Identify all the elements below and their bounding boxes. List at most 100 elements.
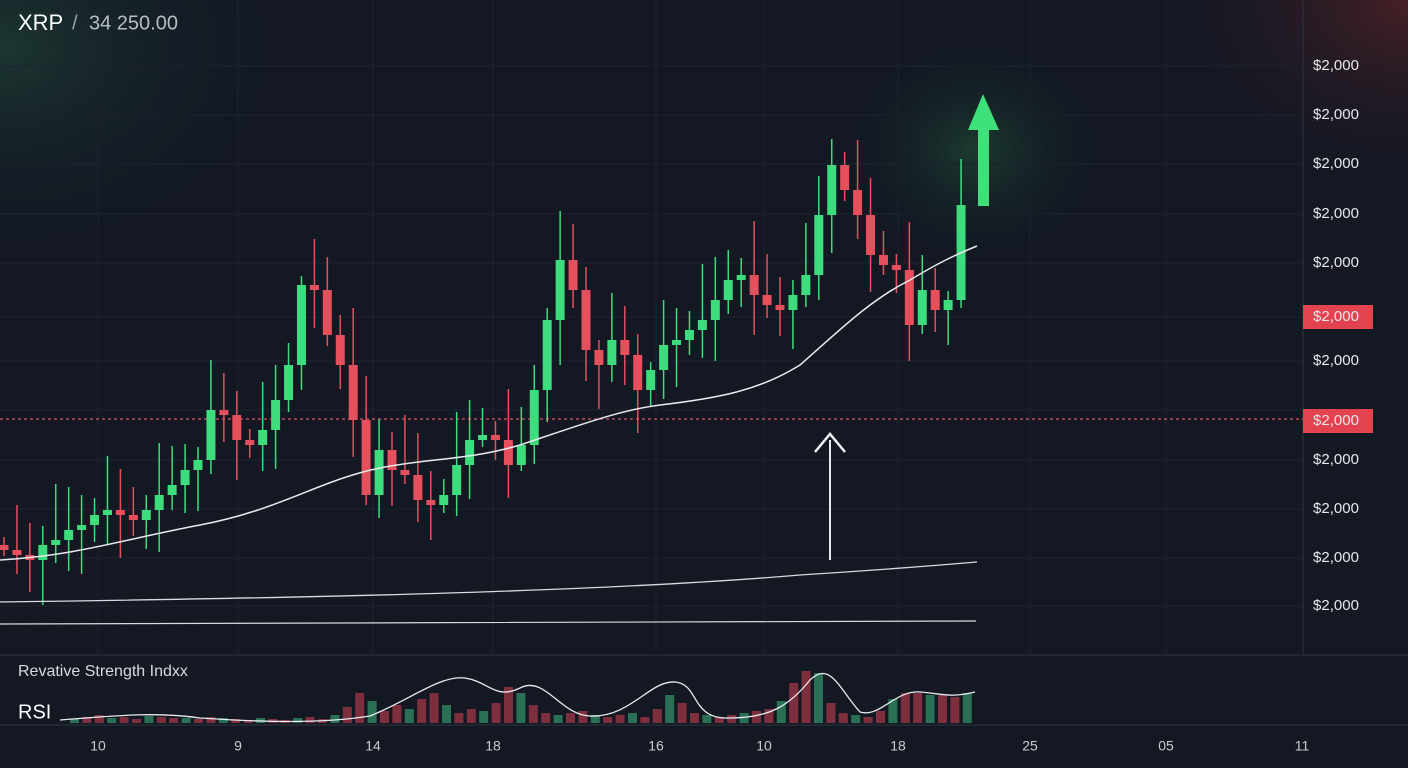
rsi-bar — [466, 709, 476, 723]
candle-body — [581, 290, 591, 350]
candle-body — [413, 475, 423, 500]
candle-body — [827, 165, 837, 215]
rsi-bar — [355, 693, 365, 723]
candle-body — [271, 400, 281, 430]
rsi-bar — [342, 707, 352, 723]
candle-body — [335, 335, 345, 365]
price: 34 250.00 — [89, 12, 178, 34]
rsi-bar — [132, 719, 141, 723]
time-label: 11 — [1295, 738, 1310, 754]
candle-body — [775, 305, 785, 310]
rsi-bar — [714, 717, 724, 723]
candle-body — [568, 260, 578, 290]
rsi-line — [59, 672, 976, 723]
moving-average — [0, 620, 977, 625]
price-label: $2,000 — [1313, 57, 1359, 74]
rsi-bar — [528, 705, 538, 723]
candle-body — [478, 435, 488, 440]
rsi-bar — [789, 683, 799, 723]
candle-body — [387, 450, 397, 470]
time-label: 05 — [1158, 738, 1174, 754]
candle-body — [361, 420, 371, 495]
candle-body — [749, 275, 759, 295]
candle-body — [930, 290, 940, 310]
rsi-bar — [603, 717, 613, 723]
rsi-bar — [900, 693, 910, 723]
rsi-bar — [665, 695, 675, 723]
grid — [0, 0, 1303, 655]
candle-body — [141, 510, 151, 520]
rsi-bar — [590, 715, 600, 723]
rsi-bar — [801, 671, 811, 723]
rsi-bar — [962, 693, 972, 723]
candle-body — [0, 545, 9, 550]
candle-body — [840, 165, 850, 190]
price-label: $2,000 — [1313, 412, 1359, 429]
indicator-name: RSI — [18, 701, 51, 723]
rsi-bar — [442, 705, 451, 723]
time-label: 9 — [234, 738, 242, 754]
candle-body — [762, 295, 772, 305]
rsi-bar — [851, 715, 861, 723]
candle-body — [723, 280, 733, 300]
candle-body — [64, 530, 74, 540]
candle-body — [736, 275, 746, 280]
candle-body — [878, 255, 888, 265]
rsi-bar — [417, 699, 427, 723]
candle-body — [193, 460, 203, 470]
rsi-bar — [838, 713, 848, 723]
price-axis: $2,000 $2,000 $2,000 $2,000 $2,000 $2,000 $2,0… — [1303, 57, 1373, 614]
rsi-bar — [950, 697, 960, 723]
candle-body — [90, 515, 100, 525]
candle-body — [891, 265, 901, 270]
rsi-bar — [169, 718, 179, 723]
candle-body — [245, 440, 255, 445]
rsi-bar — [119, 717, 129, 723]
rsi-bar — [938, 695, 947, 723]
rsi-bar — [206, 717, 216, 723]
glow — [835, 30, 1115, 270]
candle-body — [594, 350, 604, 365]
candle-body — [788, 295, 798, 310]
candle-body — [710, 300, 720, 320]
time-label: 25 — [1022, 738, 1038, 754]
rsi-bar — [293, 718, 303, 723]
rsi-bar — [727, 715, 737, 723]
price-label: $2,000 — [1313, 597, 1359, 614]
price-tag — [1303, 409, 1373, 433]
price-label: $2,000 — [1313, 155, 1359, 172]
price-tag — [1303, 305, 1373, 329]
rsi-bar — [380, 711, 389, 723]
candle-body — [646, 370, 656, 390]
candle-body — [51, 540, 61, 545]
candle-body — [866, 215, 876, 255]
price-label: $2,000 — [1313, 500, 1359, 517]
rsi-bar — [913, 693, 923, 723]
candle-body — [296, 285, 306, 365]
candle-body — [904, 270, 914, 325]
candle-body — [633, 355, 643, 390]
candle-body — [516, 445, 526, 465]
candle-body — [697, 320, 707, 330]
time-label: 18 — [485, 738, 501, 754]
candle-body — [801, 275, 811, 295]
candles — [0, 139, 966, 605]
price-label: $2,000 — [1313, 549, 1359, 566]
candle-body — [77, 525, 87, 530]
rsi-bar — [863, 717, 873, 723]
separator: / — [72, 12, 78, 34]
rsi-bar — [305, 717, 315, 723]
candle-body — [672, 340, 682, 345]
green-arrow — [968, 94, 999, 206]
indicator-title: Revative Strength Indxx — [18, 663, 188, 680]
rsi-bar — [70, 719, 79, 723]
time-label: 14 — [365, 738, 381, 754]
moving-average — [0, 561, 978, 603]
price-label: $2,000 — [1313, 205, 1359, 222]
candle-body — [659, 345, 669, 370]
rsi-bar — [578, 711, 588, 723]
candle-body — [542, 320, 552, 390]
candle-body — [607, 340, 617, 365]
rsi-bar — [504, 687, 513, 723]
